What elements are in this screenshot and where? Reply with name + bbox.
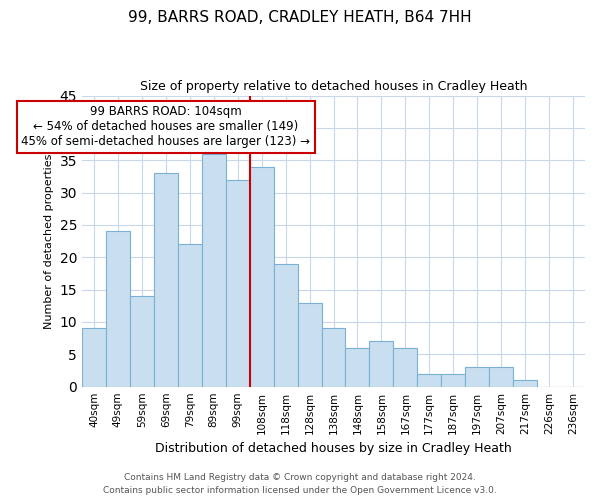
Bar [298,302,322,386]
Bar [513,380,537,386]
X-axis label: Distribution of detached houses by size in Cradley Heath: Distribution of detached houses by size … [155,442,512,455]
Text: Contains HM Land Registry data © Crown copyright and database right 2024.
Contai: Contains HM Land Registry data © Crown c… [103,474,497,495]
Bar [154,173,178,386]
Bar [178,244,202,386]
Y-axis label: Number of detached properties: Number of detached properties [44,154,54,329]
Bar [465,368,489,386]
Bar [322,328,346,386]
Bar [489,368,513,386]
Bar [418,374,441,386]
Bar [130,296,154,386]
Bar [202,154,226,386]
Bar [370,342,394,386]
Bar [346,348,370,387]
Bar [82,328,106,386]
Bar [106,232,130,386]
Bar [441,374,465,386]
Bar [226,180,250,386]
Bar [274,264,298,386]
Title: Size of property relative to detached houses in Cradley Heath: Size of property relative to detached ho… [140,80,527,93]
Text: 99, BARRS ROAD, CRADLEY HEATH, B64 7HH: 99, BARRS ROAD, CRADLEY HEATH, B64 7HH [128,10,472,25]
Text: 99 BARRS ROAD: 104sqm
← 54% of detached houses are smaller (149)
45% of semi-det: 99 BARRS ROAD: 104sqm ← 54% of detached … [22,106,310,148]
Bar [250,166,274,386]
Bar [394,348,418,387]
